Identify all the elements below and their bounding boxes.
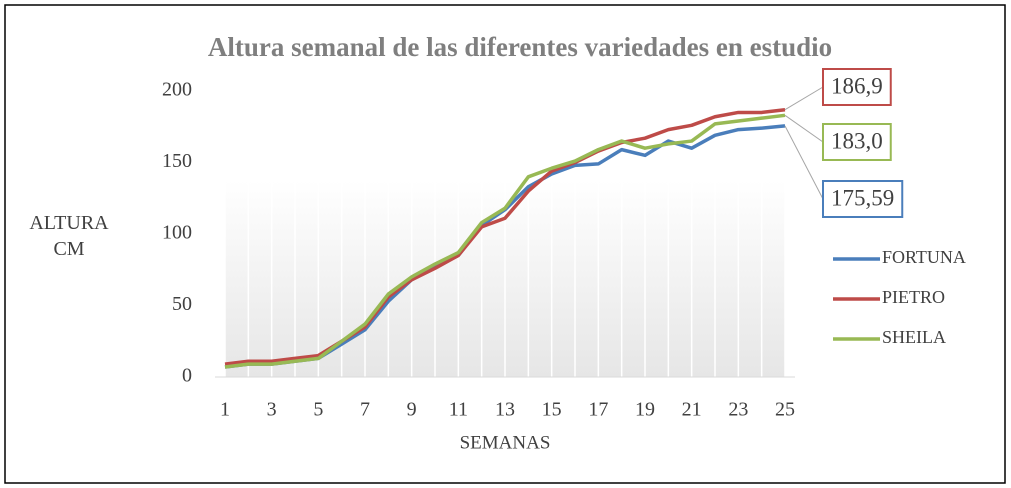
x-tick-label: 5 — [313, 399, 323, 421]
y-axis-label: ALTURA CM — [29, 212, 109, 260]
x-tick-label: 13 — [495, 399, 515, 421]
x-axis-label: SEMANAS — [460, 432, 551, 453]
y-tick-label: 50 — [172, 293, 192, 315]
label-leader — [784, 86, 824, 111]
label-leader — [784, 114, 824, 143]
legend-label: FORTUNA — [882, 247, 966, 267]
y-tick-label: 100 — [162, 222, 192, 244]
y-tick-label: 200 — [162, 79, 192, 101]
x-tick-label: 25 — [775, 399, 795, 421]
x-tick-label: 21 — [682, 399, 702, 421]
chart-title: Altura semanal de las diferentes varieda… — [207, 32, 833, 62]
y-tick-label: 150 — [162, 150, 192, 172]
x-tick-label: 17 — [588, 399, 608, 421]
data-label-box — [822, 123, 892, 161]
x-tick-label: 15 — [542, 399, 562, 421]
x-tick-label: 19 — [635, 399, 655, 421]
x-tick-label: 9 — [407, 399, 417, 421]
data-label: 183,0 — [831, 128, 883, 153]
x-tick-label: 1 — [220, 399, 230, 421]
x-tick-label: 11 — [449, 399, 468, 421]
data-label: 175,59 — [831, 185, 894, 210]
series-line — [224, 107, 786, 366]
data-label: 186,9 — [831, 73, 883, 98]
series-line — [224, 113, 786, 369]
x-tick-label: 7 — [360, 399, 370, 421]
label-leader — [784, 125, 824, 200]
x-tick-label: 3 — [267, 399, 277, 421]
x-tick-label: 23 — [728, 399, 748, 421]
data-label-box — [822, 180, 904, 218]
legend-label: PIETRO — [882, 287, 945, 307]
y-tick-label: 0 — [182, 365, 192, 387]
data-label-box — [822, 68, 892, 106]
legend-label: SHEILA — [882, 327, 946, 347]
